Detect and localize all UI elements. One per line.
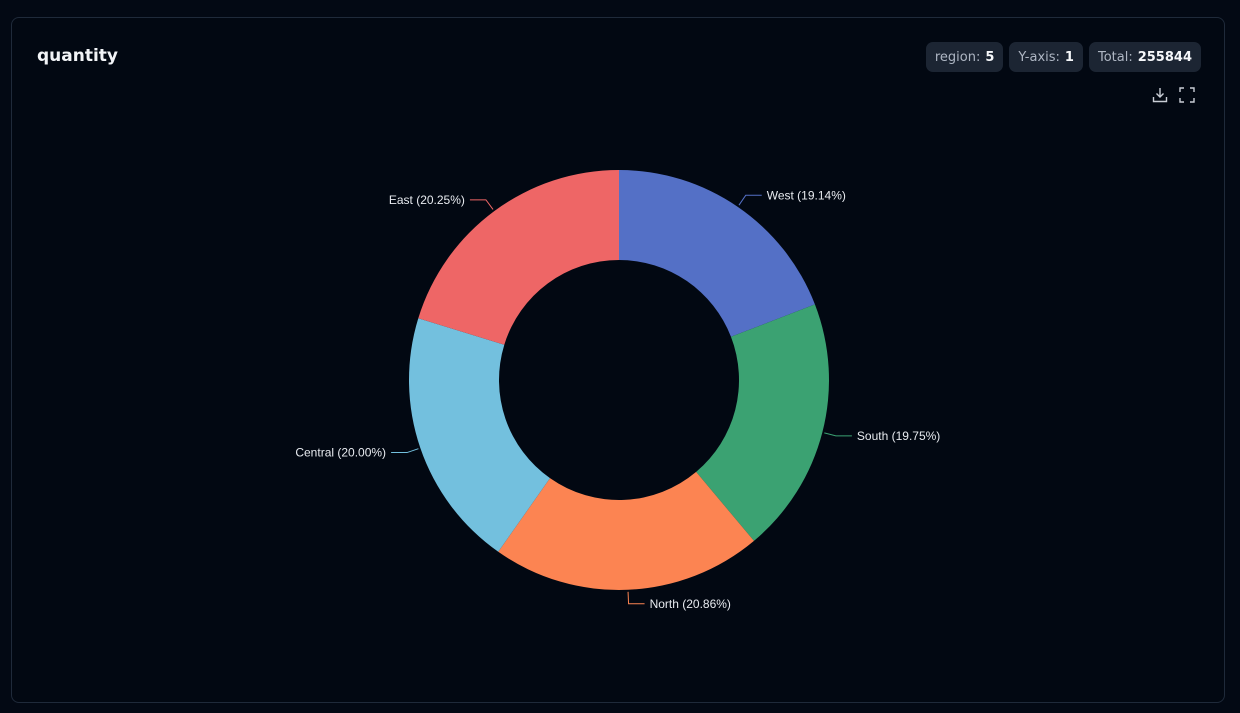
total-badge-label: Total:	[1097, 49, 1133, 65]
slice-label-west: West (19.14%)	[767, 188, 846, 202]
slice-label-south: South (19.75%)	[857, 429, 940, 443]
region-count-badge: region: 5	[925, 42, 1004, 72]
y-axis-count-badge: Y-axis: 1	[1009, 42, 1083, 72]
chart-title: quantity	[37, 46, 119, 66]
slice-label-east: East (20.25%)	[389, 193, 465, 207]
slice-label-central: Central (20.00%)	[295, 446, 386, 460]
slice-west[interactable]	[619, 170, 815, 337]
leader-line-east	[469, 199, 494, 210]
region-badge-label: region:	[934, 49, 981, 65]
leader-line-south	[824, 432, 852, 437]
slice-central[interactable]	[409, 318, 550, 552]
region-badge-value: 5	[985, 49, 995, 65]
leader-line-west	[738, 194, 762, 206]
slice-east[interactable]	[418, 170, 619, 345]
slice-label-north: North (20.86%)	[650, 597, 731, 611]
summary-badges: region: 5 Y-axis: 1 Total: 255844	[925, 42, 1201, 72]
leader-line-central	[391, 448, 419, 454]
download-icon[interactable]	[1151, 86, 1169, 104]
y-axis-badge-value: 1	[1064, 49, 1074, 65]
total-badge-value: 255844	[1137, 49, 1192, 65]
slice-north[interactable]	[498, 471, 754, 591]
slice-south[interactable]	[696, 304, 830, 541]
fullscreen-icon[interactable]	[1178, 86, 1196, 104]
total-badge: Total: 255844	[1088, 42, 1201, 72]
leader-line-north	[627, 591, 645, 605]
chart-toolbar	[1151, 86, 1196, 104]
y-axis-badge-label: Y-axis:	[1018, 49, 1060, 65]
